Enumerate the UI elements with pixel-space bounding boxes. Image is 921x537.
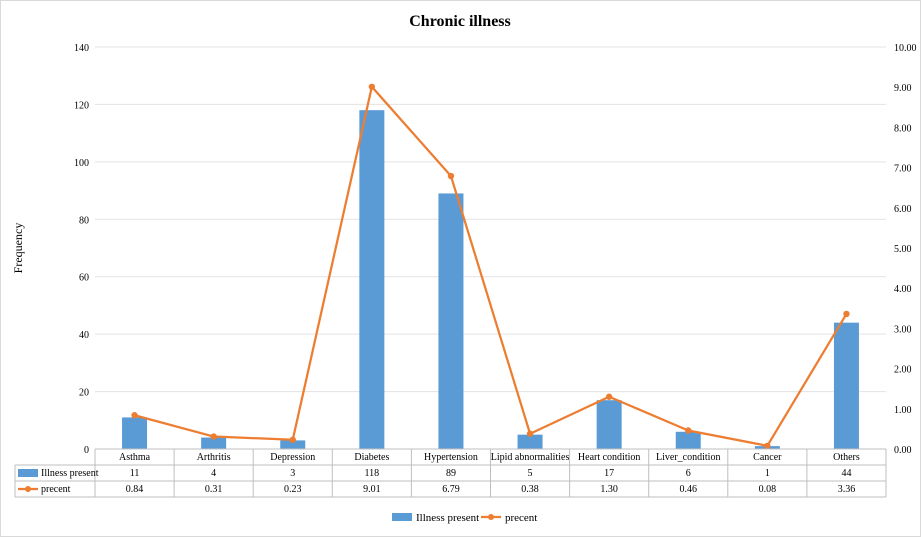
line-point bbox=[368, 83, 376, 90]
category-label: Hypertension bbox=[424, 452, 478, 463]
line-value-label: 0.38 bbox=[521, 484, 539, 495]
y2-tick-label: 9.00 bbox=[894, 83, 912, 94]
y2-tick-label: 0.00 bbox=[894, 445, 912, 456]
bar bbox=[122, 417, 148, 449]
bar bbox=[201, 437, 227, 449]
chart-title: Chronic illness bbox=[409, 13, 511, 30]
line-point bbox=[685, 427, 692, 434]
y-tick-label: 60 bbox=[79, 273, 89, 284]
y-tick-label: 40 bbox=[79, 330, 89, 341]
bar-value-label: 1 bbox=[765, 468, 770, 479]
line-path bbox=[134, 85, 848, 447]
legend-label: Illness present bbox=[416, 512, 479, 524]
bar bbox=[280, 440, 306, 449]
y-axis-label: Frequency bbox=[11, 223, 25, 274]
bar bbox=[438, 193, 464, 449]
category-label: Arthritis bbox=[197, 452, 231, 463]
y-tick-label: 80 bbox=[79, 215, 89, 226]
y2-tick-label: 6.00 bbox=[894, 204, 912, 215]
bar bbox=[675, 431, 701, 449]
bar bbox=[359, 110, 385, 450]
line-value-label: 0.46 bbox=[680, 484, 698, 495]
y2-axis-ticks: 0.00 1.00 2.00 3.00 4.00 5.00 6.00 7.00 8.00 9.00… bbox=[894, 43, 917, 456]
bar bbox=[833, 322, 859, 449]
bar-value-label: 3 bbox=[290, 468, 295, 479]
category-label: Liver_condition bbox=[656, 452, 720, 463]
y2-tick-label: 4.00 bbox=[894, 284, 912, 295]
y-tick-label: 120 bbox=[74, 100, 89, 111]
category-label: Heart condition bbox=[578, 452, 640, 463]
y-tick-label: 140 bbox=[74, 43, 89, 54]
line-value-label: 1.30 bbox=[600, 484, 618, 495]
y-tick-label: 0 bbox=[84, 445, 89, 456]
line-value-label: 3.36 bbox=[838, 484, 856, 495]
y2-tick-label: 1.00 bbox=[894, 405, 912, 416]
category-label: Diabetes bbox=[354, 452, 389, 463]
gridlines bbox=[95, 46, 886, 450]
bar-series bbox=[122, 110, 859, 450]
table-key-bar bbox=[18, 469, 38, 477]
line-point bbox=[447, 172, 455, 180]
bar bbox=[517, 434, 543, 449]
y2-tick-label: 3.00 bbox=[894, 324, 912, 335]
legend-key-bar bbox=[392, 513, 412, 521]
line-value-label: 0.31 bbox=[205, 484, 223, 495]
y2-tick-label: 5.00 bbox=[894, 244, 912, 255]
line-point bbox=[843, 310, 850, 318]
legend-key-point bbox=[488, 514, 494, 520]
category-label: Lipid abnormalities bbox=[491, 452, 570, 463]
line-point bbox=[131, 412, 138, 419]
bar-value-label: 89 bbox=[446, 468, 456, 479]
bar-value-label: 11 bbox=[130, 468, 140, 479]
category-label: Cancer bbox=[753, 452, 782, 463]
y2-tick-label: 2.00 bbox=[894, 365, 912, 376]
y-tick-label: 100 bbox=[74, 158, 89, 169]
bar-value-label: 118 bbox=[365, 468, 380, 479]
table-row-label: Illness present bbox=[41, 468, 99, 479]
table-key-point bbox=[25, 486, 31, 492]
legend: Illness present precent bbox=[392, 512, 537, 524]
y2-tick-label: 10.00 bbox=[894, 43, 917, 54]
category-label: Others bbox=[833, 452, 860, 463]
bar-value-label: 5 bbox=[528, 468, 533, 479]
line-point bbox=[764, 442, 771, 449]
line-value-label: 9.01 bbox=[363, 484, 381, 495]
line-point bbox=[526, 430, 534, 437]
line-value-label: 6.79 bbox=[442, 484, 460, 495]
y-axis-ticks: 0 20 40 60 80 100 120 140 bbox=[74, 43, 89, 456]
category-label: Depression bbox=[270, 452, 315, 463]
table-row-label: precent bbox=[41, 484, 71, 495]
bar-value-label: 6 bbox=[686, 468, 691, 479]
line-value-label: 0.08 bbox=[759, 484, 777, 495]
line-value-label: 0.84 bbox=[126, 484, 144, 495]
bar-value-label: 44 bbox=[841, 468, 851, 479]
line-point bbox=[605, 393, 613, 400]
line-value-label: 0.23 bbox=[284, 484, 302, 495]
bar-value-label: 4 bbox=[211, 468, 216, 479]
y2-tick-label: 8.00 bbox=[894, 123, 912, 134]
legend-label: precent bbox=[505, 512, 537, 524]
bar bbox=[596, 400, 622, 449]
bar-value-label: 17 bbox=[604, 468, 614, 479]
data-table: Asthma 11 0.84 Arthritis 4 0.31 Depression 3 0.2… bbox=[14, 448, 887, 498]
category-label: Asthma bbox=[119, 452, 151, 463]
y2-tick-label: 7.00 bbox=[894, 164, 912, 175]
line-series bbox=[131, 83, 850, 449]
y-tick-label: 20 bbox=[79, 388, 89, 399]
line-point bbox=[210, 433, 217, 440]
line-point bbox=[289, 436, 296, 443]
